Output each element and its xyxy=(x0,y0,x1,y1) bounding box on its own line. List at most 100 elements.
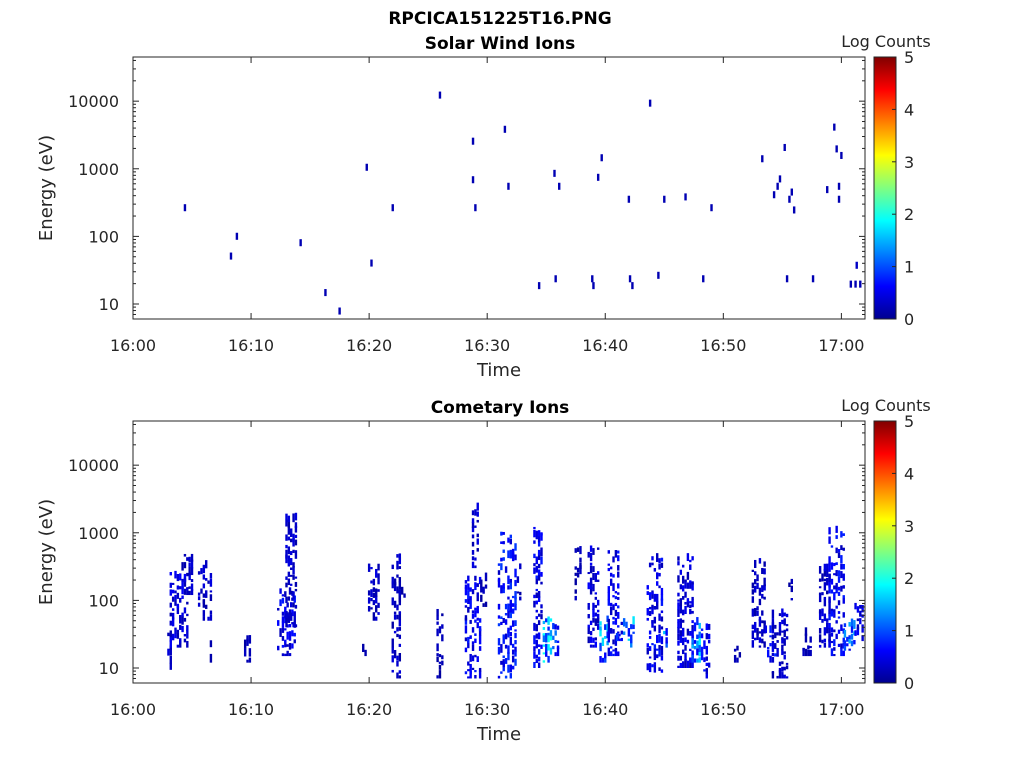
data-cell xyxy=(854,280,857,288)
data-cell xyxy=(474,582,477,591)
data-cell xyxy=(828,556,831,565)
data-cell xyxy=(202,564,206,574)
data-cell xyxy=(190,553,194,562)
data-cell xyxy=(809,636,812,643)
x-tick-label: 17:00 xyxy=(818,700,864,719)
data-cell xyxy=(288,653,292,657)
data-cell xyxy=(776,182,779,190)
data-cell xyxy=(556,645,560,650)
data-cell xyxy=(574,595,577,601)
data-cell xyxy=(651,620,654,624)
data-cell xyxy=(509,549,513,559)
data-cell xyxy=(471,561,475,569)
data-cell xyxy=(705,672,708,679)
data-cell xyxy=(281,594,285,597)
data-cell xyxy=(545,618,548,623)
data-cell xyxy=(393,600,397,608)
data-cell xyxy=(171,612,175,620)
data-cell xyxy=(776,640,779,643)
data-cell xyxy=(842,612,845,618)
data-cell xyxy=(837,600,841,606)
data-cell xyxy=(594,612,598,617)
data-cell xyxy=(660,616,664,622)
data-cell xyxy=(657,271,660,279)
data-cell xyxy=(771,622,775,631)
data-cell xyxy=(471,541,475,547)
data-cell xyxy=(509,673,513,679)
data-cell xyxy=(169,602,172,608)
data-cell xyxy=(391,621,394,629)
data-cell xyxy=(377,573,380,580)
data-cell xyxy=(677,561,680,566)
data-cell xyxy=(547,634,550,643)
data-cell xyxy=(656,601,659,610)
data-cell xyxy=(630,634,633,644)
cometary-panel: Cometary Ions 16:00 16:10 16:20 16:30 16:40 1… xyxy=(36,396,931,745)
data-cell xyxy=(828,573,831,582)
data-cell xyxy=(833,654,836,657)
data-cell xyxy=(609,566,613,570)
data-cell xyxy=(497,623,501,627)
data-cell xyxy=(202,610,206,617)
data-cell xyxy=(552,646,555,650)
data-cell xyxy=(658,616,661,621)
y-axis-label: Energy (eV) xyxy=(36,135,57,241)
data-cell xyxy=(535,616,538,620)
data-cell xyxy=(290,551,293,556)
data-cell xyxy=(696,658,699,663)
data-cell xyxy=(681,627,685,637)
data-cell xyxy=(537,569,541,576)
data-cell xyxy=(702,275,705,283)
data-cell xyxy=(285,519,288,527)
data-cell xyxy=(766,649,770,658)
data-cell xyxy=(677,650,680,655)
data-cell xyxy=(574,589,577,594)
data-cell xyxy=(537,563,541,569)
data-cell xyxy=(677,655,680,661)
data-cell xyxy=(292,622,295,628)
data-cell xyxy=(290,590,293,595)
data-cell xyxy=(592,548,595,555)
data-cell xyxy=(438,626,442,634)
data-cell xyxy=(533,651,536,659)
data-cell xyxy=(186,557,189,561)
y-tick-label: 1000 xyxy=(78,160,119,179)
data-cell xyxy=(684,580,687,589)
data-cell xyxy=(396,604,399,611)
data-cell xyxy=(186,629,189,639)
data-cell xyxy=(549,618,553,622)
data-cell xyxy=(285,614,288,623)
data-cell xyxy=(842,573,845,581)
data-cell xyxy=(658,624,661,634)
data-cell xyxy=(500,531,503,536)
data-cell xyxy=(783,618,786,626)
data-cell xyxy=(758,618,762,627)
data-cell xyxy=(179,586,182,590)
data-cell xyxy=(188,572,191,581)
data-cell xyxy=(622,631,626,635)
data-cell xyxy=(464,615,468,621)
data-cell xyxy=(828,563,831,572)
data-cell xyxy=(828,600,831,610)
data-cell xyxy=(396,627,399,632)
data-cell xyxy=(464,637,468,642)
data-cell xyxy=(169,589,172,596)
data-cell xyxy=(630,639,633,648)
data-cell xyxy=(679,662,683,669)
data-cell xyxy=(281,616,285,623)
data-cell xyxy=(592,627,595,631)
data-cell xyxy=(617,565,620,571)
data-cell xyxy=(183,638,187,643)
data-cell xyxy=(646,591,649,596)
data-cell xyxy=(290,612,293,621)
data-cell xyxy=(377,589,380,592)
data-cell xyxy=(464,605,468,608)
data-cell xyxy=(828,639,831,648)
data-cell xyxy=(617,651,620,657)
data-cell xyxy=(474,204,477,212)
data-cell xyxy=(691,596,694,600)
data-cell xyxy=(823,642,827,648)
data-cell xyxy=(519,596,522,601)
data-cell xyxy=(854,602,857,610)
data-cell xyxy=(756,606,759,611)
